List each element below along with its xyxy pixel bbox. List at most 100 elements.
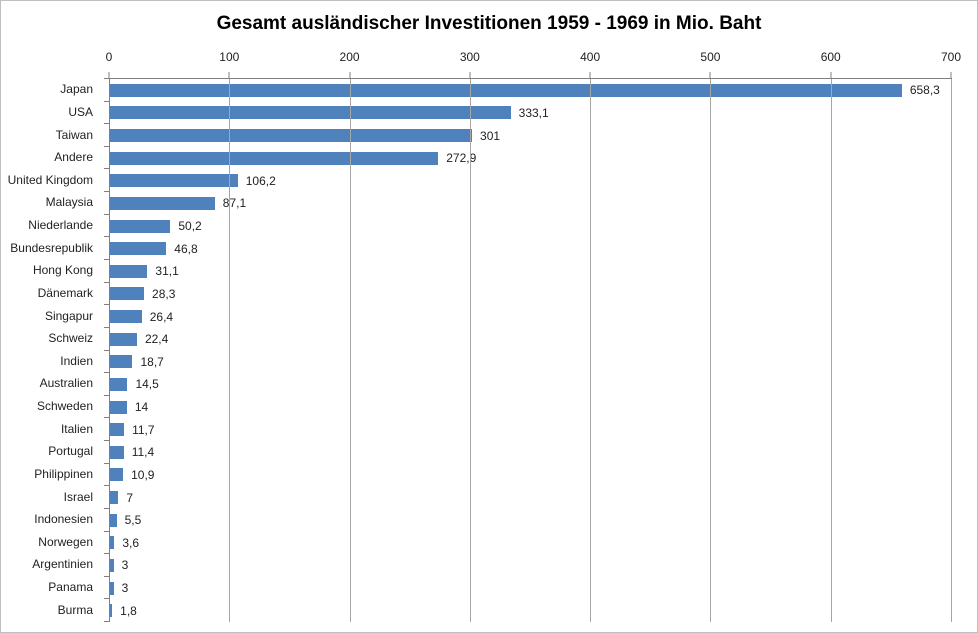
value-label: 1,8 bbox=[120, 603, 137, 618]
gridline bbox=[951, 79, 952, 622]
bar-row: 28,3 bbox=[110, 283, 952, 306]
value-label: 14 bbox=[134, 400, 149, 415]
category-label: Indonesien bbox=[34, 512, 93, 527]
y-axis-tick-mark bbox=[104, 191, 110, 193]
value-label: 7 bbox=[126, 490, 134, 505]
gridline bbox=[830, 79, 832, 622]
bar-row: 11,7 bbox=[110, 418, 952, 441]
y-axis-tick-mark bbox=[104, 485, 110, 487]
bar bbox=[110, 332, 137, 346]
bar bbox=[110, 536, 115, 550]
x-tick-label: 500 bbox=[700, 50, 721, 64]
value-label: 14,5 bbox=[135, 377, 159, 392]
category-label: Australien bbox=[39, 376, 93, 391]
bar-row: 3 bbox=[110, 554, 952, 577]
y-axis-tick-mark bbox=[104, 236, 110, 238]
category-label: Schweden bbox=[36, 399, 93, 414]
y-axis-tick-mark bbox=[104, 462, 110, 464]
y-axis-tick-mark bbox=[104, 530, 110, 532]
category-label: Panama bbox=[48, 580, 93, 595]
bar bbox=[110, 264, 148, 278]
y-axis-tick-mark bbox=[104, 78, 110, 79]
gridline bbox=[710, 79, 712, 622]
x-tick-mark bbox=[589, 72, 591, 79]
y-axis-tick-mark bbox=[104, 213, 110, 215]
y-axis-tick-mark bbox=[104, 621, 110, 622]
bar bbox=[110, 377, 128, 391]
bar-row: 26,4 bbox=[110, 305, 952, 328]
value-label: 3 bbox=[121, 581, 129, 596]
category-label: Philippinen bbox=[34, 466, 93, 481]
value-label: 272,9 bbox=[446, 151, 477, 166]
y-axis-category-labels: Japan USA Taiwan Andere United Kingdom Malays… bbox=[1, 78, 101, 621]
x-tick-mark bbox=[830, 72, 832, 79]
x-tick-mark bbox=[108, 72, 110, 79]
y-axis-tick-mark bbox=[104, 372, 110, 374]
bar-row: 14,5 bbox=[110, 373, 952, 396]
value-label: 3,6 bbox=[122, 535, 140, 550]
category-label: Schweiz bbox=[48, 331, 93, 346]
category-label: Taiwan bbox=[55, 127, 93, 142]
y-axis-tick-mark bbox=[104, 100, 110, 102]
value-label: 18,7 bbox=[140, 354, 164, 369]
value-label: 31,1 bbox=[155, 264, 179, 279]
bar bbox=[110, 242, 167, 256]
bar-row: 46,8 bbox=[110, 237, 952, 260]
category-label: Singapur bbox=[44, 308, 93, 323]
bar-row: 333,1 bbox=[110, 102, 952, 125]
category-label: Andere bbox=[54, 150, 93, 165]
bar-row: 50,2 bbox=[110, 215, 952, 238]
bar-row: 272,9 bbox=[110, 147, 952, 170]
y-axis-tick-mark bbox=[104, 304, 110, 306]
value-label: 11,7 bbox=[132, 422, 155, 437]
x-tick-label: 200 bbox=[339, 50, 360, 64]
bar bbox=[110, 174, 238, 188]
category-label: Argentinien bbox=[32, 557, 93, 572]
bar-row: 7 bbox=[110, 486, 952, 509]
value-label: 333,1 bbox=[518, 105, 549, 120]
category-label: Hong Kong bbox=[32, 263, 93, 278]
bars-layer: 658,3 333,1 301 272,9 106,2 87,1 50,2 46,8 31,1 2… bbox=[110, 79, 952, 622]
bar-row: 11,4 bbox=[110, 441, 952, 464]
bar bbox=[110, 287, 145, 301]
y-axis-tick-mark bbox=[104, 417, 110, 419]
y-axis-tick-mark bbox=[104, 598, 110, 600]
y-axis-tick-mark bbox=[104, 439, 110, 441]
value-label: 87,1 bbox=[222, 196, 247, 211]
value-label: 46,8 bbox=[174, 241, 198, 256]
gridline bbox=[469, 79, 471, 622]
y-axis-tick-mark bbox=[104, 145, 110, 147]
category-label: Indien bbox=[60, 353, 93, 368]
category-label: Japan bbox=[60, 82, 93, 97]
y-axis-tick-mark bbox=[104, 326, 110, 328]
bar bbox=[110, 513, 117, 527]
x-tick-label: 100 bbox=[219, 50, 240, 64]
value-label: 106,2 bbox=[245, 173, 276, 188]
bar-row: 87,1 bbox=[110, 192, 952, 215]
bar bbox=[110, 83, 902, 97]
value-label: 26,4 bbox=[149, 309, 174, 324]
category-label: Norwegen bbox=[38, 534, 93, 549]
y-axis-tick-mark bbox=[104, 168, 110, 170]
bar bbox=[110, 355, 133, 369]
value-label: 50,2 bbox=[178, 219, 202, 234]
value-label: 5,5 bbox=[124, 513, 142, 528]
category-label: USA bbox=[68, 104, 93, 119]
y-axis-tick-mark bbox=[104, 553, 110, 555]
x-tick-label: 400 bbox=[580, 50, 601, 64]
category-label: Israel bbox=[63, 489, 93, 504]
value-label: 11,4 bbox=[131, 445, 155, 460]
y-axis-tick-mark bbox=[104, 349, 110, 351]
bar-row: 10,9 bbox=[110, 464, 952, 487]
category-label: Bundesrepublik bbox=[10, 240, 93, 255]
bar-row: 14 bbox=[110, 396, 952, 419]
bar-row: 31,1 bbox=[110, 260, 952, 283]
bar bbox=[110, 106, 511, 120]
x-tick-mark bbox=[349, 72, 351, 79]
bar-row: 3 bbox=[110, 577, 952, 600]
value-label: 28,3 bbox=[152, 286, 176, 301]
bar bbox=[110, 558, 114, 572]
bar-row: 106,2 bbox=[110, 170, 952, 193]
bar bbox=[110, 129, 473, 143]
